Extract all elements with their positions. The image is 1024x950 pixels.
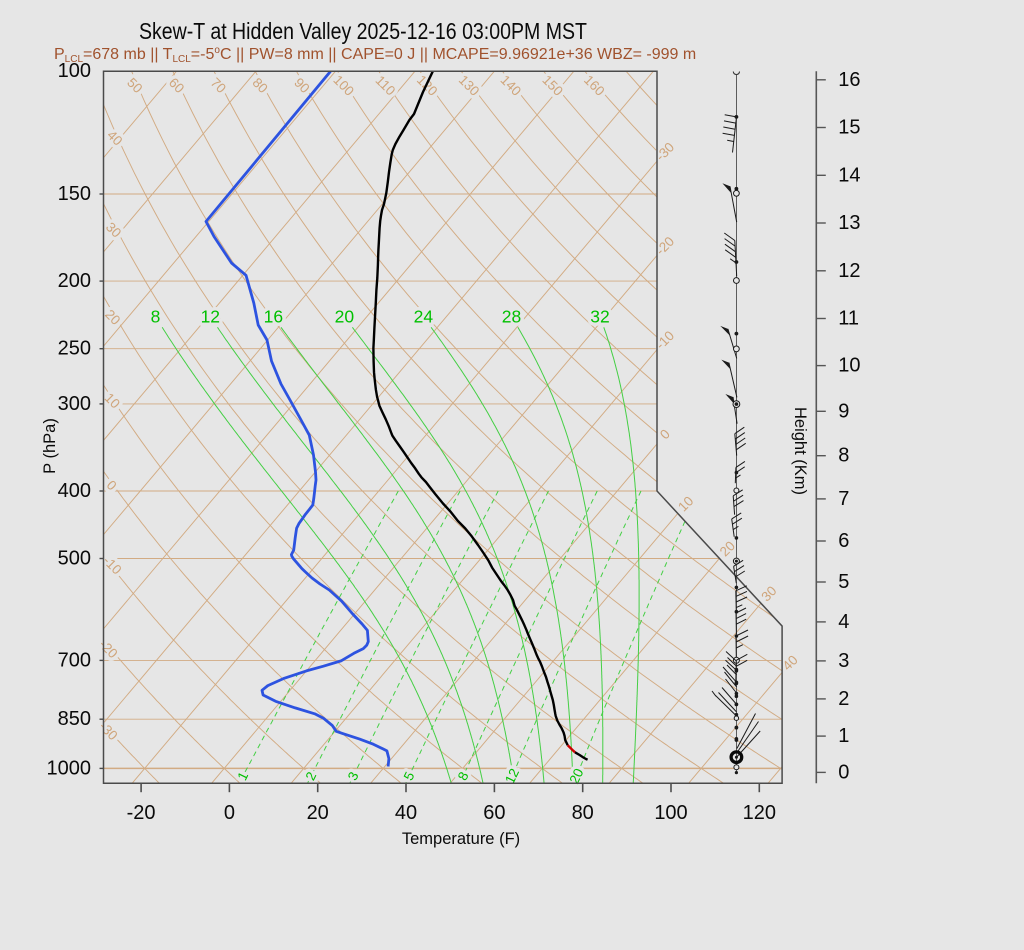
svg-text:20: 20 — [335, 307, 355, 327]
svg-text:9: 9 — [838, 400, 849, 422]
svg-text:2: 2 — [838, 688, 849, 710]
svg-text:11: 11 — [838, 308, 859, 330]
svg-text:7: 7 — [838, 488, 849, 510]
svg-text:80: 80 — [572, 802, 594, 824]
svg-text:0: 0 — [838, 761, 849, 783]
svg-text:10: 10 — [838, 355, 860, 377]
svg-text:60: 60 — [483, 802, 505, 824]
svg-text:400: 400 — [58, 480, 91, 502]
svg-text:40: 40 — [395, 802, 417, 824]
svg-text:250: 250 — [58, 338, 91, 360]
svg-text:500: 500 — [58, 548, 91, 570]
svg-text:100: 100 — [654, 802, 687, 824]
svg-text:8: 8 — [838, 445, 849, 467]
svg-text:14: 14 — [838, 164, 860, 186]
svg-text:15: 15 — [838, 117, 860, 139]
svg-text:20: 20 — [307, 802, 329, 824]
svg-text:12: 12 — [838, 260, 860, 282]
svg-text:Skew-T at Hidden Valley 2025-1: Skew-T at Hidden Valley 2025-12-16 03:00… — [139, 18, 587, 44]
svg-text:16: 16 — [264, 307, 283, 327]
svg-text:0: 0 — [224, 802, 235, 824]
svg-text:P (hPa): P (hPa) — [41, 418, 59, 474]
svg-text:PLCL=678 mb || TLCL=-5oC || PW: PLCL=678 mb || TLCL=-5oC || PW=8 mm || C… — [54, 45, 696, 65]
svg-text:3: 3 — [838, 650, 849, 672]
svg-text:16: 16 — [838, 69, 860, 91]
svg-text:-20: -20 — [127, 802, 156, 824]
svg-text:5: 5 — [838, 571, 849, 593]
svg-text:28: 28 — [502, 307, 521, 327]
svg-text:12: 12 — [201, 307, 220, 327]
svg-text:200: 200 — [58, 270, 91, 292]
svg-text:32: 32 — [590, 307, 609, 327]
svg-text:850: 850 — [58, 708, 91, 730]
svg-text:700: 700 — [58, 649, 91, 671]
svg-text:1: 1 — [838, 725, 849, 747]
svg-text:300: 300 — [58, 393, 91, 415]
svg-text:4: 4 — [838, 611, 849, 633]
svg-text:Height (Km): Height (Km) — [791, 407, 809, 495]
svg-text:150: 150 — [58, 183, 91, 205]
svg-text:120: 120 — [743, 802, 776, 824]
svg-text:1000: 1000 — [47, 757, 92, 779]
svg-text:100: 100 — [58, 60, 91, 82]
svg-text:24: 24 — [414, 307, 434, 327]
svg-text:13: 13 — [838, 212, 860, 234]
svg-text:6: 6 — [838, 530, 849, 552]
svg-text:8: 8 — [151, 307, 161, 327]
svg-text:Temperature (F): Temperature (F) — [402, 830, 520, 848]
